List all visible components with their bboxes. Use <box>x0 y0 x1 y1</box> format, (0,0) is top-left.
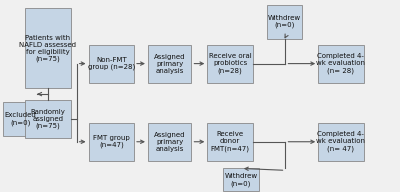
Text: Completed 4-
wk evaluation
(n= 28): Completed 4- wk evaluation (n= 28) <box>316 53 366 74</box>
FancyBboxPatch shape <box>318 123 364 161</box>
FancyBboxPatch shape <box>207 123 253 161</box>
Text: Withdrew
(n=0): Withdrew (n=0) <box>268 15 301 28</box>
FancyBboxPatch shape <box>25 100 71 138</box>
FancyBboxPatch shape <box>3 102 37 136</box>
FancyBboxPatch shape <box>223 168 259 191</box>
FancyBboxPatch shape <box>25 8 71 88</box>
FancyBboxPatch shape <box>267 4 302 39</box>
Text: FMT group
(n=47): FMT group (n=47) <box>93 135 130 148</box>
FancyBboxPatch shape <box>318 45 364 83</box>
Text: Assigned
primary
analysis: Assigned primary analysis <box>154 132 186 152</box>
Text: Non-FMT
group (n=28): Non-FMT group (n=28) <box>88 57 135 70</box>
Text: Assigned
primary
analysis: Assigned primary analysis <box>154 54 186 74</box>
Text: Receive
donor
FMT(n=47): Receive donor FMT(n=47) <box>210 132 250 152</box>
FancyBboxPatch shape <box>88 45 134 83</box>
FancyBboxPatch shape <box>88 123 134 161</box>
Text: Randomly
assigned
(n=75): Randomly assigned (n=75) <box>30 109 65 129</box>
Text: Excluded
(n=0): Excluded (n=0) <box>4 112 36 126</box>
FancyBboxPatch shape <box>148 45 192 83</box>
Text: Withdrew
(n=0): Withdrew (n=0) <box>224 173 258 187</box>
Text: Completed 4-
wk evaluation
(n= 47): Completed 4- wk evaluation (n= 47) <box>316 132 366 152</box>
FancyBboxPatch shape <box>148 123 192 161</box>
FancyBboxPatch shape <box>207 45 253 83</box>
Text: Patients with
NAFLD assessed
for eligibility
(n=75): Patients with NAFLD assessed for eligibi… <box>20 35 76 62</box>
Text: Receive oral
probiotics
(n=28): Receive oral probiotics (n=28) <box>209 53 252 74</box>
